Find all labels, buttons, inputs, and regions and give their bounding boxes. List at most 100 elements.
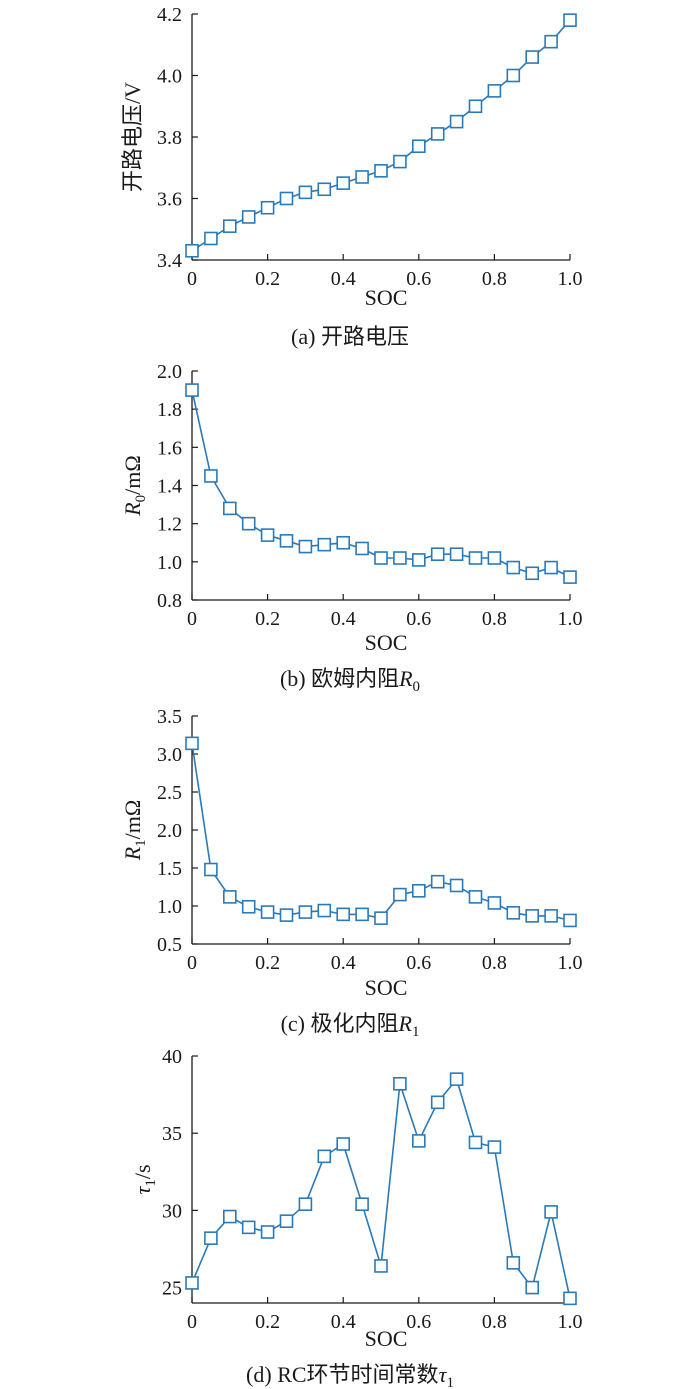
data-point bbox=[223, 1209, 237, 1224]
y-tick-label: 1.0 bbox=[157, 896, 182, 918]
y-tick-label: 1.2 bbox=[157, 514, 182, 536]
data-point bbox=[374, 551, 388, 565]
data-point bbox=[487, 551, 502, 565]
data-point bbox=[223, 219, 237, 233]
y-axis-label-subscript: 0 bbox=[133, 495, 149, 503]
x-tick-label: 0 bbox=[187, 608, 197, 630]
x-tick-label: 0.4 bbox=[331, 1311, 356, 1333]
x-tick-label: 1.0 bbox=[558, 268, 583, 290]
x-tick-label: 0.4 bbox=[331, 268, 356, 290]
data-point bbox=[317, 903, 332, 918]
data-point bbox=[241, 516, 256, 531]
data-point bbox=[317, 1149, 332, 1164]
caption-subscript: 1 bbox=[446, 1375, 454, 1389]
data-point bbox=[411, 1134, 426, 1148]
caption-text: (a) 开路电压 bbox=[291, 324, 409, 349]
chart-panel-b: 0 0.2 0.4 0.6 0.8 1.0 0.8 1.0 1.2 1.4 1.6 1.8 2.0 SOC… bbox=[120, 361, 583, 695]
y-axis-label-symbol: R bbox=[120, 502, 145, 517]
data-point bbox=[449, 1072, 464, 1086]
y-tick-label: 35 bbox=[162, 1123, 182, 1145]
data-point bbox=[468, 551, 483, 565]
y-tick-label: 0.5 bbox=[157, 934, 182, 956]
x-tick-label: 0.6 bbox=[406, 268, 431, 290]
x-tick-label: 0.4 bbox=[331, 952, 356, 974]
data-point bbox=[241, 210, 256, 224]
data-point bbox=[411, 553, 426, 567]
y-tick-label: 1.0 bbox=[157, 552, 182, 574]
data-point bbox=[298, 539, 313, 554]
data-point bbox=[544, 560, 558, 575]
data-point bbox=[336, 176, 351, 190]
y-axis-label-subscript: 1 bbox=[143, 1179, 159, 1187]
x-tick-label: 0.2 bbox=[255, 608, 280, 630]
data-point bbox=[336, 535, 351, 550]
data-point bbox=[298, 185, 313, 200]
y-tick-label: 1.8 bbox=[157, 399, 182, 421]
caption-text: (b) 欧姆内阻 bbox=[280, 666, 399, 691]
x-axis-label: SOC bbox=[365, 630, 408, 655]
data-point bbox=[393, 154, 407, 169]
y-axis-label-unit: /mΩ bbox=[120, 455, 145, 495]
y-axis-label-symbol: τ bbox=[130, 1186, 155, 1195]
y-axis-label-unit: /s bbox=[130, 1164, 155, 1179]
data-point bbox=[279, 908, 294, 922]
y-axis-label: R1/mΩ bbox=[120, 800, 149, 862]
data-point bbox=[260, 905, 275, 919]
x-tick-label: 0.4 bbox=[331, 608, 356, 630]
x-tick-label: 0.2 bbox=[255, 952, 280, 974]
data-point bbox=[260, 200, 275, 215]
series-line bbox=[191, 389, 571, 578]
data-point bbox=[506, 906, 521, 920]
data-point bbox=[260, 528, 275, 542]
data-point bbox=[204, 469, 218, 483]
data-point bbox=[411, 883, 426, 898]
y-tick-label: 2.0 bbox=[157, 820, 182, 842]
data-point bbox=[336, 907, 351, 922]
caption-text: (d) RC环节时间常数 bbox=[246, 1362, 439, 1387]
data-point bbox=[449, 878, 464, 893]
series-line bbox=[191, 743, 571, 922]
x-tick-label: 0.2 bbox=[255, 268, 280, 290]
data-point bbox=[430, 547, 445, 562]
data-point bbox=[298, 905, 313, 919]
data-point bbox=[374, 1259, 388, 1273]
chart-caption: (b) 欧姆内阻R0 bbox=[280, 666, 420, 695]
y-tick-label: 25 bbox=[162, 1278, 182, 1300]
x-axis-label: SOC bbox=[365, 975, 408, 1000]
data-point bbox=[430, 127, 445, 141]
data-point bbox=[185, 243, 199, 258]
y-tick-label: 3.0 bbox=[157, 744, 182, 766]
data-point bbox=[223, 890, 237, 904]
data-point bbox=[279, 1214, 294, 1228]
chart-panel-a: 0 0.2 0.4 0.6 0.8 1.0 3.4 3.6 3.8 4.0 4.2 SOC 开路电压/V… bbox=[120, 4, 583, 349]
x-tick-label: 0.8 bbox=[482, 268, 507, 290]
data-point bbox=[355, 907, 369, 922]
data-point bbox=[204, 862, 218, 877]
x-tick-label: 1.0 bbox=[558, 952, 583, 974]
chart-caption: (a) 开路电压 bbox=[291, 324, 409, 349]
y-tick-label: 3.4 bbox=[157, 250, 182, 272]
y-axis-label-unit: /mΩ bbox=[120, 800, 145, 840]
x-axis-label: SOC bbox=[365, 285, 408, 310]
y-tick-label: 4.0 bbox=[157, 66, 182, 88]
data-point bbox=[393, 887, 407, 902]
data-point bbox=[525, 909, 540, 923]
y-axis-label-text: 开路电压/V bbox=[120, 82, 145, 192]
data-point bbox=[430, 874, 445, 889]
data-point bbox=[544, 1205, 558, 1219]
x-tick-label: 1.0 bbox=[558, 1311, 583, 1333]
data-point bbox=[355, 170, 369, 184]
data-point bbox=[563, 1291, 577, 1306]
data-point bbox=[317, 537, 332, 552]
y-tick-label: 3.8 bbox=[157, 127, 182, 149]
x-tick-label: 0.6 bbox=[406, 608, 431, 630]
data-point bbox=[506, 1256, 521, 1270]
data-point bbox=[374, 911, 388, 925]
y-axis-label-symbol: R bbox=[120, 846, 145, 861]
data-point bbox=[525, 566, 540, 581]
data-point bbox=[563, 13, 577, 27]
data-point bbox=[506, 560, 521, 575]
x-tick-label: 0.8 bbox=[482, 952, 507, 974]
